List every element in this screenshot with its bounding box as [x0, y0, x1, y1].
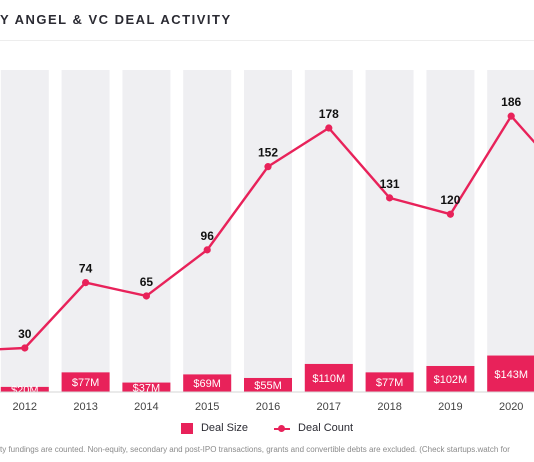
- deal-size-bar-2017[interactable]: [304, 363, 353, 392]
- deal-count-point-2014[interactable]: [142, 292, 150, 300]
- deal-size-bar-2019[interactable]: [426, 365, 475, 392]
- column-bg-2015: [183, 70, 232, 392]
- deal-count-point-2020[interactable]: [507, 112, 515, 120]
- deal-size-label-2013: $77M: [72, 377, 100, 389]
- deal-count-label-2013: 74: [79, 262, 93, 276]
- deal-size-label-2012: $20M: [11, 384, 39, 396]
- column-bg-2014: [122, 70, 171, 392]
- deal-count-point-2019[interactable]: [446, 210, 454, 218]
- x-tick-labels: 2012 2013 2014 2015 2016 2017 2018 2019 2020: [13, 401, 524, 413]
- deal-count-point-2018[interactable]: [386, 194, 394, 202]
- deal-count-point-2016[interactable]: [264, 163, 272, 171]
- footnote: ty fundings are counted. Non-equity, sec…: [0, 445, 510, 454]
- deal-count-label-2016: 152: [258, 146, 278, 160]
- deal-size-bar-2012[interactable]: [0, 386, 49, 392]
- x-tick-2018: 2018: [377, 401, 401, 413]
- x-tick-2019: 2019: [438, 401, 462, 413]
- legend-label-deal-count: Deal Count: [298, 422, 354, 434]
- deal-size-bar-2015[interactable]: [183, 374, 232, 392]
- x-tick-2016: 2016: [256, 401, 280, 413]
- deal-size-label-2020: $143M: [494, 369, 528, 381]
- column-bg-2012: [0, 70, 49, 392]
- header-bar: Y ANGEL & VC DEAL ACTIVITY: [0, 0, 534, 41]
- deal-count-points: [21, 112, 515, 352]
- deal-size-label-2016: $55M: [254, 380, 282, 392]
- deal-count-point-2012[interactable]: [21, 344, 29, 352]
- deal-size-bar-2016[interactable]: [244, 377, 292, 392]
- deal-count-point-2013[interactable]: [82, 278, 90, 287]
- x-tick-2013: 2013: [73, 401, 97, 413]
- deal-size-labels: $20M $77M $37M $69M $55M $110M $77M $102M $143M: [11, 369, 528, 397]
- deal-size-label-2019: $102M: [434, 374, 468, 386]
- deal-size-bar-2014[interactable]: [122, 382, 171, 392]
- legend-item-deal-size[interactable]: Deal Size: [180, 422, 249, 434]
- legend-label-deal-size: Deal Size: [200, 422, 249, 434]
- column-bg-2020: [487, 70, 534, 392]
- deal-size-label-2014: $37M: [133, 382, 161, 394]
- column-bg-2019: [426, 70, 475, 392]
- deal-count-swatch: [274, 423, 291, 434]
- deal-size-label-2015: $69M: [193, 378, 221, 390]
- x-tick-2017: 2017: [317, 401, 341, 413]
- background-columns: [0, 70, 534, 392]
- deal-count-label-2012: 30: [18, 327, 32, 341]
- deal-size-bars: [0, 355, 534, 392]
- deal-count-point-2015[interactable]: [203, 246, 211, 254]
- deal-size-label-2017: $110M: [312, 373, 345, 385]
- chart-title: Y ANGEL & VC DEAL ACTIVITY: [0, 12, 232, 27]
- deal-count-label-2014: 65: [140, 275, 154, 289]
- x-tick-2014: 2014: [134, 401, 158, 413]
- deal-count-point-2017[interactable]: [325, 124, 333, 132]
- deal-size-label-2018: $77M: [376, 377, 404, 389]
- deal-count-label-2017: 178: [319, 107, 339, 121]
- column-bg-2016: [244, 70, 292, 392]
- deal-count-label-2015: 96: [201, 229, 215, 243]
- deal-size-swatch: [180, 422, 193, 434]
- x-tick-2012: 2012: [13, 401, 37, 413]
- deal-size-bar-2018[interactable]: [365, 372, 414, 392]
- deal-count-label-2018: 131: [380, 177, 400, 191]
- column-bg-2018: [365, 70, 414, 392]
- deal-count-label-2019: 120: [440, 193, 460, 207]
- legend: Deal Size Deal Count: [0, 418, 534, 438]
- deal-count-labels: 30 74 65 96 152 178 131 120 186: [18, 95, 521, 341]
- deal-size-bar-2013[interactable]: [61, 372, 110, 392]
- x-tick-2020: 2020: [499, 401, 523, 413]
- column-bg-2017: [304, 70, 353, 392]
- deal-size-bar-2020[interactable]: [487, 355, 534, 392]
- column-bg-2013: [61, 70, 110, 392]
- x-tick-2015: 2015: [195, 401, 219, 413]
- legend-item-deal-count[interactable]: Deal Count: [274, 422, 353, 434]
- deal-count-label-2020: 186: [501, 95, 521, 109]
